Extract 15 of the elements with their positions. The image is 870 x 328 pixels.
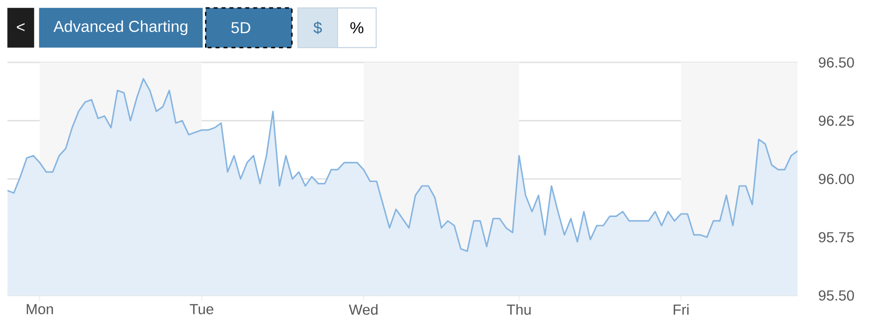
- y-tick-label: 95.50: [818, 290, 854, 301]
- text: %: [350, 22, 364, 34]
- text: $: [313, 21, 322, 34]
- text: 5D: [231, 22, 250, 34]
- x-tick-label: Wed: [348, 304, 378, 315]
- x-tick-label: Thu: [506, 304, 531, 315]
- y-tick-label: 96.50: [818, 57, 854, 68]
- text: Advanced Charting: [53, 20, 188, 36]
- x-tick-label: Tue: [190, 304, 214, 314]
- y-tick-label: 96.00: [818, 174, 854, 184]
- text: <: [16, 23, 25, 32]
- x-tick-label: Fri: [674, 304, 689, 315]
- y-tick-label: 95.75: [818, 232, 854, 242]
- y-tick-label: 96.25: [818, 115, 854, 126]
- x-tick-label: Mon: [26, 304, 53, 314]
